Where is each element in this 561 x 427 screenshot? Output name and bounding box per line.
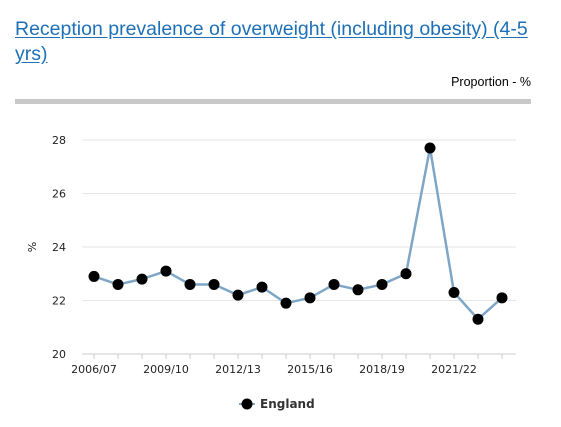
data-point[interactable] bbox=[112, 278, 124, 290]
data-point[interactable] bbox=[256, 281, 268, 293]
data-point[interactable] bbox=[232, 289, 244, 301]
axes: 20 22 24 26 28% 2006/07 2009/10 2012/13 2015/16 2… bbox=[26, 134, 503, 376]
y-axis-title: % bbox=[26, 242, 39, 252]
unit-label: Proportion - % bbox=[451, 75, 531, 89]
grid-lines bbox=[82, 139, 516, 355]
data-point[interactable] bbox=[160, 265, 172, 277]
data-point[interactable] bbox=[280, 297, 292, 309]
data-point[interactable] bbox=[496, 292, 508, 304]
data-point[interactable] bbox=[328, 278, 340, 290]
series-line-england bbox=[93, 146, 503, 321]
data-point[interactable] bbox=[472, 313, 484, 325]
data-point[interactable] bbox=[88, 270, 100, 282]
data-point[interactable] bbox=[136, 273, 148, 285]
legend-marker bbox=[241, 398, 253, 410]
y-tick-label: 28 bbox=[52, 134, 66, 147]
data-point[interactable] bbox=[352, 284, 364, 296]
y-tick-label: 24 bbox=[52, 241, 66, 254]
legend[interactable]: England bbox=[239, 397, 315, 411]
data-point[interactable] bbox=[208, 278, 220, 290]
x-tick-label: 2015/16 bbox=[287, 363, 333, 376]
x-tick-label: 2006/07 bbox=[71, 363, 117, 376]
x-tick-label: 2021/22 bbox=[431, 363, 477, 376]
x-tick-label: 2009/10 bbox=[143, 363, 189, 376]
data-point[interactable] bbox=[448, 286, 460, 298]
data-point[interactable] bbox=[304, 292, 316, 304]
header-divider bbox=[15, 99, 531, 104]
data-point[interactable] bbox=[184, 278, 196, 290]
data-point[interactable] bbox=[424, 142, 436, 154]
data-point[interactable] bbox=[376, 278, 388, 290]
x-tick-label: 2012/13 bbox=[215, 363, 261, 376]
legend-label-england[interactable]: England bbox=[260, 397, 315, 411]
chart-title-link[interactable]: Reception prevalence of overweight (incl… bbox=[15, 18, 528, 65]
y-tick-label: 20 bbox=[52, 348, 66, 361]
data-point[interactable] bbox=[400, 268, 412, 280]
x-tick-label: 2018/19 bbox=[359, 363, 405, 376]
y-tick-label: 22 bbox=[52, 295, 66, 308]
y-tick-label: 26 bbox=[52, 188, 66, 201]
series-england bbox=[88, 142, 508, 325]
